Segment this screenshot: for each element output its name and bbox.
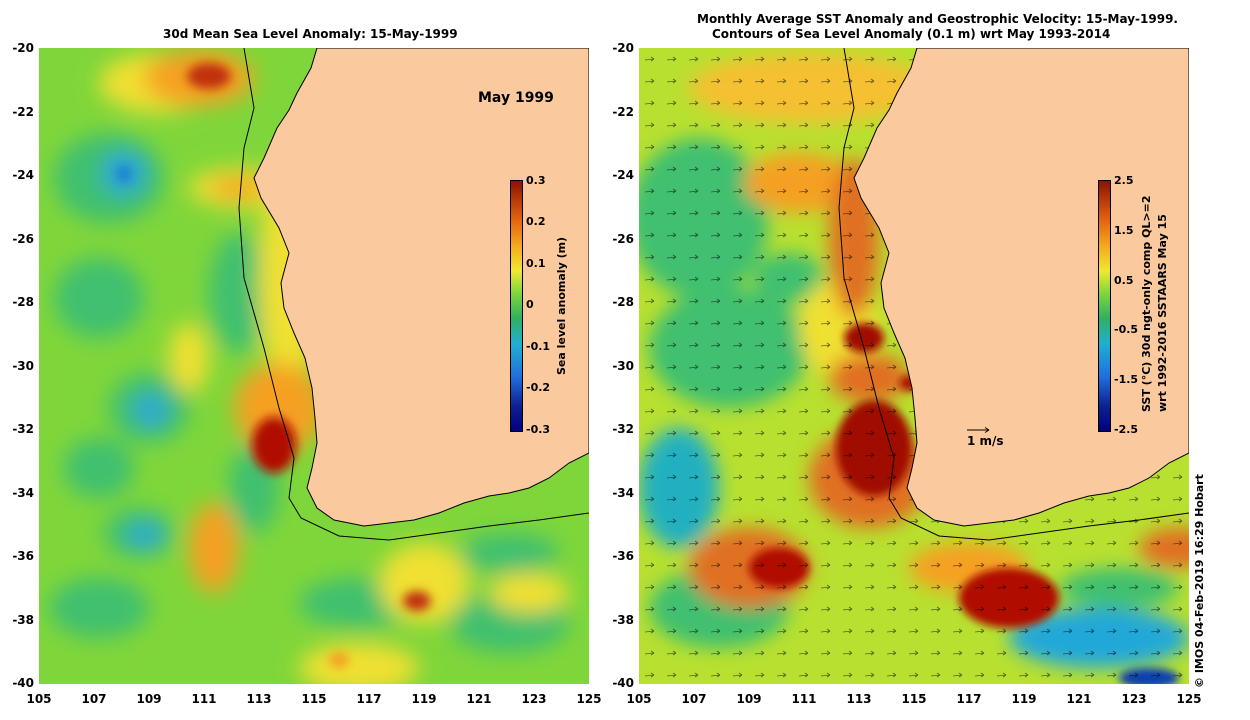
x-tick: 117 xyxy=(956,692,982,706)
sst-colorbar-subtitle: wrt 1992-2016 SSTAARS May 15 xyxy=(1156,214,1169,412)
x-tick: 113 xyxy=(846,692,872,706)
sst-colorbar-title: SST (°C) 30d ngt-only comp QL>=2 xyxy=(1140,195,1153,412)
x-tick: 107 xyxy=(681,692,707,706)
x-tick: 111 xyxy=(191,692,217,706)
sla-colorbar-tick: 0.2 xyxy=(526,215,546,228)
sst-anomaly-map xyxy=(639,48,1189,684)
sla-colorbar-tick: -0.3 xyxy=(526,423,551,436)
x-tick: 125 xyxy=(1176,692,1202,706)
sst-colorbar xyxy=(1098,180,1111,432)
sla-colorbar-tick: 0 xyxy=(526,298,534,311)
x-tick: 123 xyxy=(521,692,547,706)
y-tick: -36 xyxy=(612,549,634,563)
y-tick: -28 xyxy=(12,295,34,309)
y-tick: -34 xyxy=(12,486,34,500)
sla-colorbar-tick: -0.2 xyxy=(526,381,551,394)
sst-colorbar-tick: 1.5 xyxy=(1114,224,1134,237)
period-label: May 1999 xyxy=(478,90,554,106)
x-tick: 121 xyxy=(1066,692,1092,706)
x-tick: 119 xyxy=(1011,692,1037,706)
sst-colorbar-tick: 0.5 xyxy=(1114,274,1134,287)
x-tick: 117 xyxy=(356,692,382,706)
x-tick: 105 xyxy=(26,692,52,706)
x-tick: 115 xyxy=(301,692,327,706)
x-tick: 115 xyxy=(901,692,927,706)
y-tick: -32 xyxy=(612,422,634,436)
x-tick: 109 xyxy=(136,692,162,706)
sla-colorbar-tick: 0.1 xyxy=(526,257,546,270)
y-tick: -28 xyxy=(612,295,634,309)
y-tick: -22 xyxy=(612,105,634,119)
x-tick: 121 xyxy=(466,692,492,706)
x-tick: 107 xyxy=(81,692,107,706)
x-tick: 123 xyxy=(1121,692,1147,706)
left-panel-title: 30d Mean Sea Level Anomaly: 15-May-1999 xyxy=(163,27,458,41)
sst-colorbar-tick: -2.5 xyxy=(1114,423,1139,436)
x-tick: 113 xyxy=(246,692,272,706)
y-tick: -26 xyxy=(12,232,34,246)
y-tick: -22 xyxy=(12,105,34,119)
x-tick: 125 xyxy=(576,692,602,706)
y-tick: -20 xyxy=(612,41,634,55)
sea-level-colorbar xyxy=(510,180,523,432)
y-tick: -40 xyxy=(12,676,34,690)
sla-colorbar-title: Sea level anomaly (m) xyxy=(555,236,568,375)
right-panel-title: Monthly Average SST Anomaly and Geostrop… xyxy=(697,12,1178,26)
y-tick: -20 xyxy=(12,41,34,55)
sst-colorbar-tick: -1.5 xyxy=(1114,373,1139,386)
y-tick: -30 xyxy=(12,359,34,373)
x-tick: 111 xyxy=(791,692,817,706)
sla-colorbar-tick: -0.1 xyxy=(526,340,551,353)
x-tick: 105 xyxy=(626,692,652,706)
y-tick: -32 xyxy=(12,422,34,436)
sla-colorbar-tick: 0.3 xyxy=(526,174,546,187)
sst-colorbar-tick: -0.5 xyxy=(1114,323,1139,336)
y-tick: -24 xyxy=(12,168,34,182)
y-tick: -36 xyxy=(12,549,34,563)
imos-credit: © IMOS 04-Feb-2019 16:29 Hobart xyxy=(1193,474,1206,688)
y-tick: -30 xyxy=(612,359,634,373)
velocity-scale-label: 1 m/s xyxy=(967,434,1004,448)
velocity-scale-arrow xyxy=(967,427,990,433)
sst-colorbar-tick: 2.5 xyxy=(1114,174,1134,187)
x-tick: 109 xyxy=(736,692,762,706)
right-panel-subtitle: Contours of Sea Level Anomaly (0.1 m) wr… xyxy=(712,27,1111,41)
y-tick: -38 xyxy=(12,613,34,627)
y-tick: -34 xyxy=(612,486,634,500)
x-tick: 119 xyxy=(411,692,437,706)
sea-level-anomaly-map xyxy=(39,48,589,684)
y-tick: -40 xyxy=(612,676,634,690)
y-tick: -26 xyxy=(612,232,634,246)
y-tick: -24 xyxy=(612,168,634,182)
y-tick: -38 xyxy=(612,613,634,627)
